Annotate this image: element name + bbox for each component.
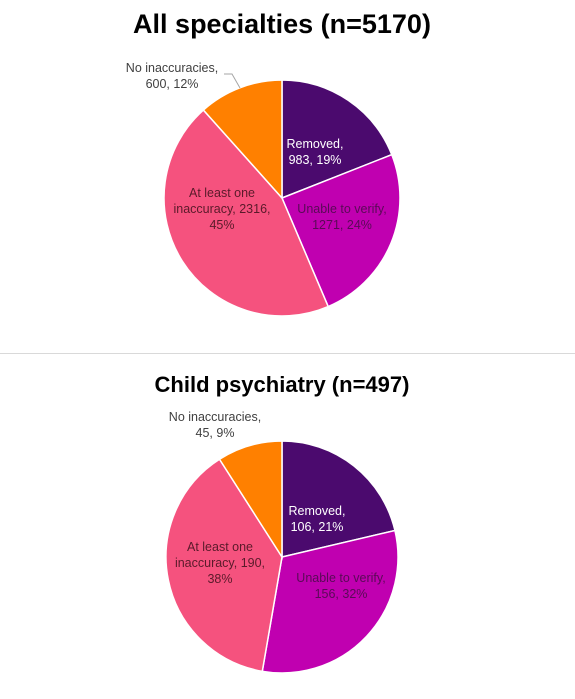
slice-no-inaccuracies: [218, 440, 283, 560]
slice-removed: [281, 440, 396, 558]
data-label-no-inaccuracies: No inaccuracies, 45, 9%: [169, 410, 261, 440]
chart-1-pie: Removed, 983, 19% Unable to verify, 1271, 2…: [126, 61, 401, 317]
slice-at-least-one-inaccuracy: [163, 108, 330, 317]
data-label-removed: Removed, 983, 19%: [287, 137, 344, 167]
data-label-at-least-one-inaccuracy: At least one inaccuracy, 2316, 45%: [173, 186, 270, 232]
data-label-unable-to-verify: Unable to verify, 156, 32%: [296, 571, 385, 601]
chart-1-title: All specialties (n=5170): [133, 9, 431, 39]
slice-unable-to-verify: [261, 529, 399, 674]
chart-2-title: Child psychiatry (n=497): [155, 372, 410, 397]
leader-line: [224, 73, 241, 89]
data-label-unable-to-verify: Unable to verify, 1271, 24%: [297, 202, 386, 232]
chart-divider: [0, 353, 575, 354]
data-label-at-least-one-inaccuracy: At least one inaccuracy, 190, 38%: [175, 540, 265, 586]
slice-removed: [281, 79, 393, 200]
data-label-removed: Removed, 106, 21%: [289, 504, 346, 534]
chart-2-pie: Removed, 106, 21% Unable to verify, 156, 32…: [165, 410, 399, 674]
data-label-no-inaccuracies: No inaccuracies, 600, 12%: [126, 61, 218, 91]
slice-unable-to-verify: [281, 153, 401, 308]
